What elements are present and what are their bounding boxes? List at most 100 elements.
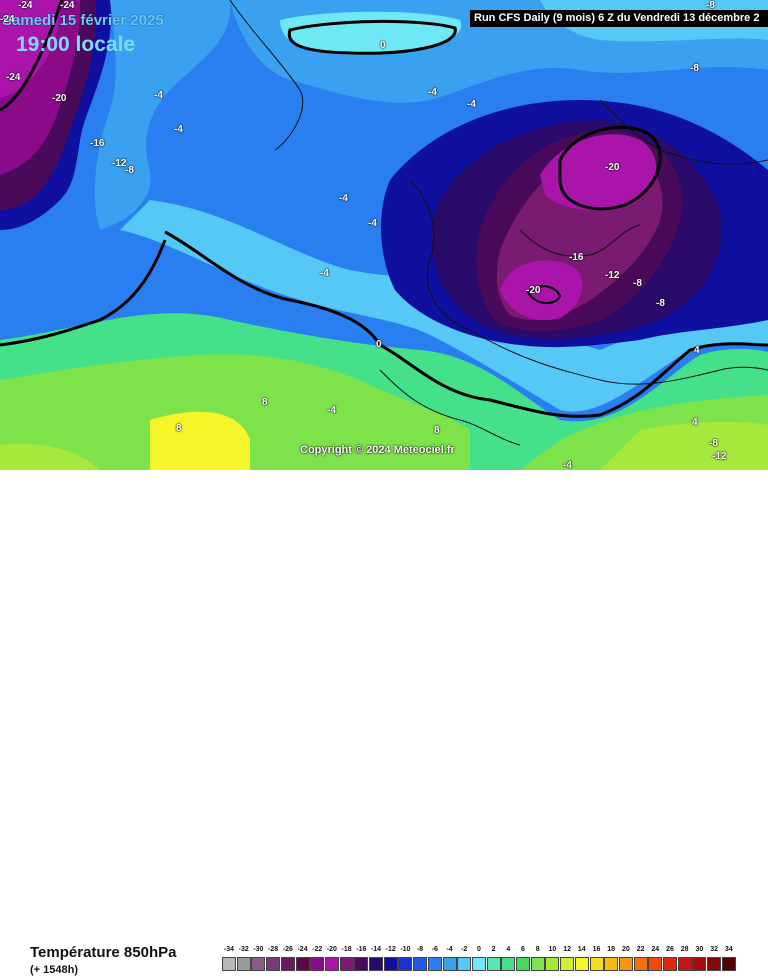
scale-tick-label: -6 — [431, 946, 438, 953]
scale-swatch — [398, 957, 413, 971]
scale-swatch — [442, 957, 457, 971]
scale-tick-label: 26 — [666, 946, 674, 953]
scale-swatch — [471, 957, 486, 971]
color-scale: -34 -32 -30 -28 -26 -24 -22 -20 -18 -16 -14 -12 -10-… — [222, 946, 742, 978]
isotherm-label: -24 — [0, 14, 15, 25]
isotherm-label: 4 — [694, 345, 700, 356]
run-info: Run CFS Daily (9 mois) 6 Z du Vendredi 1… — [470, 10, 768, 27]
isotherm-label: -8 — [656, 298, 665, 309]
scale-swatch — [707, 957, 722, 971]
isotherm-label: -4 — [368, 218, 377, 229]
scale-swatch — [427, 957, 442, 971]
scale-tick-label: -16 — [356, 946, 367, 953]
scale-tick-label: 0 — [476, 946, 481, 953]
scale-swatch — [324, 957, 339, 971]
scale-swatch — [589, 957, 604, 971]
scale-tick-label: 8 — [535, 946, 540, 953]
isotherm-label: 4 — [692, 417, 698, 428]
scale-tick-label: -2 — [461, 946, 468, 953]
scale-swatch — [560, 957, 575, 971]
scale-swatch — [310, 957, 325, 971]
isotherm-label: -4 — [174, 124, 183, 135]
scale-swatch — [501, 957, 516, 971]
scale-tick-label: 12 — [563, 946, 571, 953]
scale-tick-label: -20 — [326, 946, 337, 953]
scale-tick-label: -22 — [312, 946, 323, 953]
isotherm-label: -8 — [633, 278, 642, 289]
isotherm-label: -16 — [90, 138, 105, 149]
forecast-date: Samedi 15 février 2025 — [2, 12, 164, 29]
scale-tick-label: -24 — [297, 946, 308, 953]
isotherm-label: -4 — [320, 268, 329, 279]
isotherm-label: -8 — [709, 438, 718, 449]
scale-tick-label: -18 — [341, 946, 352, 953]
isotherm-label: 8 — [434, 425, 440, 436]
isotherm-label: -24 — [6, 72, 21, 83]
scale-tick-label: 6 — [521, 946, 525, 953]
variable-title: Température 850hPa — [30, 944, 177, 961]
isotherm-label: -20 — [526, 285, 541, 296]
scale-swatch — [633, 957, 648, 971]
isotherm-label: 0 — [380, 40, 386, 51]
scale-swatch — [413, 957, 428, 971]
temperature-map: Samedi 15 février 2025 19:00 locale Run … — [0, 0, 768, 470]
scale-swatch — [251, 957, 266, 971]
scale-tick-label: -12 — [385, 946, 396, 953]
scale-swatch — [604, 957, 619, 971]
isotherm-label: 8 — [176, 423, 182, 434]
isotherm-label: -4 — [467, 99, 476, 110]
scale-swatch — [369, 957, 383, 971]
scale-swatch — [295, 957, 310, 971]
scale-swatch — [486, 957, 501, 971]
scale-tick-label: 10 — [548, 946, 557, 953]
scale-tick-label: -34 — [223, 946, 235, 953]
scale-swatch — [339, 957, 354, 971]
legend-footer: Température 850hPa (+ 1548h) -34 -32 -30 -2… — [0, 470, 768, 976]
copyright: Copyright © 2024 Meteociel.fr — [300, 444, 455, 456]
scale-swatch — [663, 957, 677, 971]
isotherm-label: -4 — [563, 460, 572, 470]
isotherm-label: -4 — [339, 193, 348, 204]
scale-tick-label: -10 — [400, 946, 411, 953]
scale-tick-label: 18 — [607, 946, 616, 953]
forecast-time: 19:00 locale — [16, 33, 136, 56]
scale-tick-label: 4 — [506, 946, 511, 953]
isotherm-label: -24 — [60, 0, 75, 11]
scale-tick-label: 14 — [577, 946, 586, 953]
scale-swatch — [280, 957, 295, 971]
isotherm-label: -24 — [18, 0, 33, 11]
scale-swatch — [530, 957, 545, 971]
scale-tick-label: -8 — [416, 946, 424, 953]
scale-tick-label: 30 — [695, 946, 704, 953]
scale-tick-label: 16 — [592, 946, 601, 953]
scale-tick-label: 34 — [724, 946, 733, 953]
scale-swatch — [457, 957, 472, 971]
scale-tick-label: -14 — [370, 946, 382, 953]
scale-swatch — [354, 957, 369, 971]
lead-time: (+ 1548h) — [30, 964, 78, 976]
scale-tick-label: 32 — [710, 946, 718, 953]
scale-swatch — [516, 957, 530, 971]
scale-tick-label: -4 — [446, 946, 453, 953]
scale-tick-label: 24 — [651, 946, 660, 953]
isotherm-label: -4 — [327, 405, 336, 416]
scale-tick-label: -26 — [282, 946, 293, 953]
scale-swatch — [677, 957, 692, 971]
isotherm-label: -8 — [706, 0, 715, 11]
scale-swatch — [574, 957, 589, 971]
isotherm-label: -20 — [52, 93, 67, 104]
scale-swatch — [618, 957, 633, 971]
scale-tick-label: 2 — [491, 946, 496, 953]
isotherm-label: -12 — [112, 158, 127, 169]
isotherm-label: 0 — [376, 339, 382, 350]
scale-swatch — [692, 957, 707, 971]
scale-swatch — [236, 957, 251, 971]
isotherm-label: -12 — [712, 451, 727, 462]
scale-tick-label: 20 — [621, 946, 630, 953]
scale-swatch — [545, 957, 560, 971]
scale-tick-label: -28 — [268, 946, 279, 953]
scale-swatch — [266, 957, 281, 971]
isotherm-label: -8 — [125, 165, 134, 176]
map-fields — [0, 0, 768, 470]
scale-tick-label: 22 — [636, 946, 645, 953]
